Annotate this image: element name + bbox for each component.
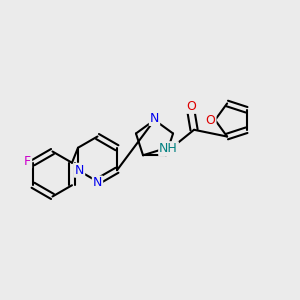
Text: N: N (93, 176, 102, 190)
Text: N: N (75, 164, 84, 177)
Text: N: N (150, 112, 159, 125)
Text: F: F (24, 155, 31, 168)
Text: NH: NH (159, 142, 178, 155)
Text: O: O (206, 113, 215, 127)
Text: O: O (186, 100, 196, 113)
